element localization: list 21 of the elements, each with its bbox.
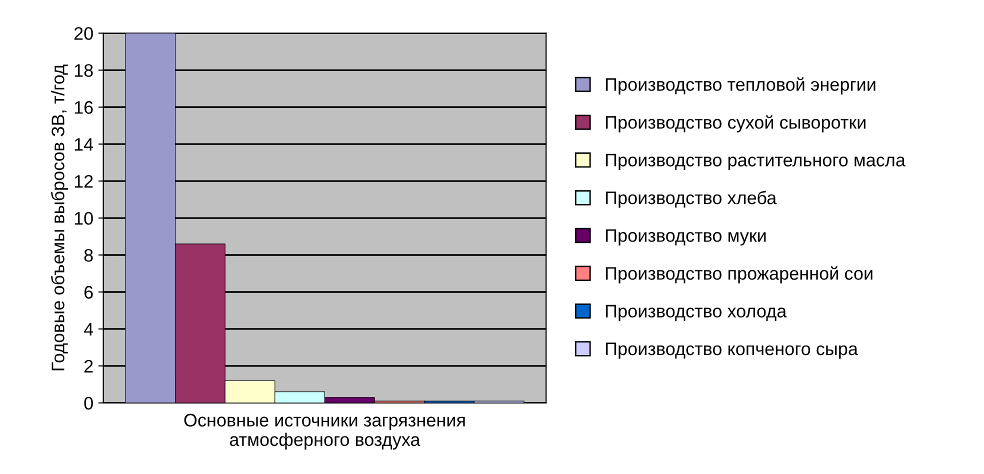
y-tick-label: 20: [74, 27, 93, 40]
legend-label: Производство прожаренной сои: [606, 266, 872, 284]
legend-label: Производство тепловой энергии: [606, 77, 876, 94]
legend-label: Производство копченого сыра: [606, 342, 858, 359]
legend-label: Производство хлеба: [606, 190, 777, 208]
y-tick-label: 2: [84, 360, 93, 372]
y-tick-label: 18: [74, 64, 93, 77]
x-axis-title: Основные источники загрязнения атмосферного воздуха: [184, 414, 465, 450]
legend-label: Производство муки: [606, 229, 766, 246]
y-tick-label: 12: [74, 175, 93, 188]
y-axis-title: Годовые объемы выбросов ЗВ, т/год: [50, 64, 68, 370]
y-tick-label: 8: [84, 248, 93, 262]
legend-label: Производство сухой сыворотки: [606, 115, 866, 132]
y-tick-label: 6: [84, 286, 93, 299]
y-tick-label: 0: [84, 396, 93, 410]
legend-label: Производство растительного масла: [606, 154, 906, 170]
y-tick-label: 10: [74, 212, 93, 225]
y-tick-label: 16: [74, 101, 93, 114]
y-tick-label: 4: [84, 323, 94, 336]
y-tick-label: 14: [74, 138, 94, 151]
legend-label: Производство холода: [606, 304, 787, 322]
